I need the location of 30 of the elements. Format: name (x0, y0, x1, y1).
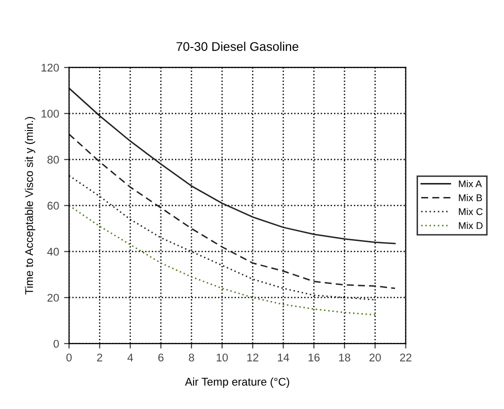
line-series (69, 174, 376, 301)
x-tick-label: 18 (339, 354, 350, 362)
y-tick-label: 20 (48, 294, 59, 302)
y-tick-label: 100 (42, 110, 59, 118)
x-tick-label: 14 (278, 354, 290, 362)
x-tick-label: 2 (97, 354, 102, 362)
y-axis-title: Time to Acceptable Visco sit y (min.) (24, 116, 36, 294)
y-tick-label: 120 (42, 64, 59, 72)
x-axis-title: Air Temp erature (°C) (184, 378, 290, 388)
x-tick-label: 10 (216, 354, 228, 362)
y-tick-label: 0 (54, 340, 59, 348)
line-series (69, 204, 376, 316)
legend-label: Mix A (458, 180, 482, 188)
chart-title: 70-30 Diesel Gasoline (176, 42, 298, 51)
x-tick-label: 12 (247, 354, 258, 362)
y-tick-label: 40 (47, 248, 59, 256)
y-tick-label: 60 (48, 202, 59, 210)
x-tick-label: 0 (66, 354, 72, 362)
x-tick-label: 20 (369, 354, 381, 362)
x-tick-label: 8 (188, 354, 194, 362)
x-tick-label: 22 (400, 354, 412, 362)
line-series (69, 87, 396, 244)
legend-label: Mix C (458, 208, 483, 216)
x-tick-label: 6 (158, 354, 164, 362)
legend-label: Mix D (458, 222, 483, 229)
y-tick-label: 80 (47, 156, 59, 164)
line-series (69, 134, 396, 290)
x-tick-label: 4 (127, 354, 134, 362)
legend-label: Mix B (458, 194, 482, 202)
x-tick-label: 16 (308, 354, 320, 362)
